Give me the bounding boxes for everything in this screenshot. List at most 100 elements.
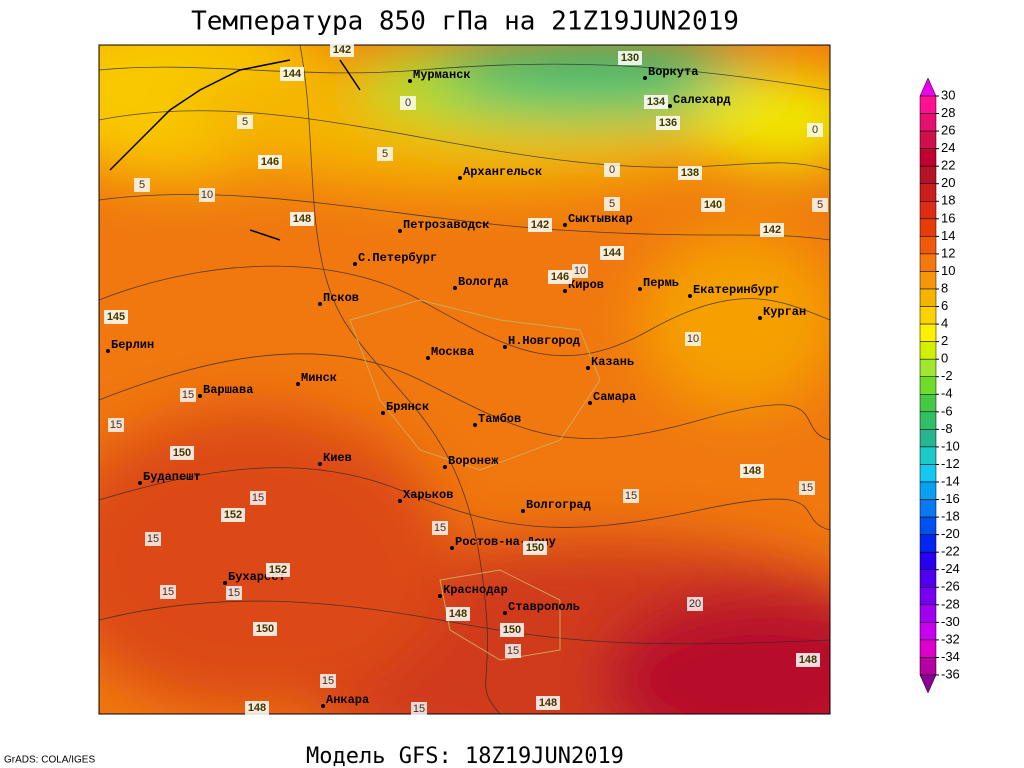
height-label-box (618, 51, 642, 65)
city-dot (353, 262, 357, 266)
colorbar-label: -28 (941, 596, 960, 611)
colorbar-box (919, 236, 937, 255)
colorbar-label: 2 (941, 333, 948, 348)
city-label: Архангельск (463, 165, 542, 179)
colorbar-label: 14 (941, 228, 955, 243)
height-label: 130 (621, 52, 639, 64)
colorbar-label: -10 (941, 438, 960, 453)
colorbar-label: -12 (941, 456, 960, 471)
colorbar-box (919, 639, 937, 658)
colorbar-box (919, 499, 937, 518)
colorbar-label: -6 (941, 403, 953, 418)
colorbar-label: -16 (941, 491, 960, 506)
temperature-label-box (145, 532, 161, 546)
height-label-box (266, 563, 290, 577)
city-label: Самара (593, 390, 636, 404)
temperature-label-box (687, 597, 703, 611)
temperature-label: 15 (625, 490, 637, 502)
city-dot (758, 316, 762, 320)
height-label-box (600, 246, 624, 260)
temperature-label: 15 (507, 645, 519, 657)
colorbar-box (919, 95, 937, 114)
colorbar-box (919, 165, 937, 184)
height-label: 152 (224, 509, 242, 521)
city-label: Москва (431, 345, 474, 359)
city-label: Волгоград (526, 498, 591, 512)
colorbar-label: 26 (941, 123, 955, 138)
city-label: Варшава (203, 383, 253, 397)
height-label-box (796, 653, 820, 667)
height-label-box (656, 116, 680, 130)
height-label: 144 (283, 68, 302, 80)
subtitle: Модель GFS: 18Z19JUN2019 (306, 744, 624, 768)
title: Температура 850 гПа на 21Z19JUN2019 (191, 7, 739, 37)
city-label: Брянск (386, 400, 429, 414)
colorbar-label: 4 (941, 316, 948, 331)
height-label-box (104, 310, 128, 324)
temperature-label: 15 (322, 675, 334, 687)
height-label: 150 (173, 447, 191, 459)
city-dot (398, 229, 402, 233)
city-label: Вологда (458, 275, 508, 289)
temperature-label: 10 (687, 333, 699, 345)
temperature-label: 5 (382, 148, 388, 160)
height-label: 148 (743, 465, 761, 477)
temperature-label: 5 (242, 116, 248, 128)
height-label: 148 (799, 654, 817, 666)
height-label-box (548, 270, 572, 284)
temperature-label: 5 (139, 179, 145, 191)
temperature-label-box (199, 188, 215, 202)
height-label: 150 (256, 623, 274, 635)
temperature-label-box (108, 418, 124, 432)
height-label-box (760, 223, 784, 237)
colorbar-label: -8 (941, 421, 953, 436)
temperature-label-box (812, 198, 828, 212)
colorbar-box (919, 569, 937, 588)
temperature-label-box (799, 481, 815, 495)
city-dot (688, 294, 692, 298)
colorbar-label: 30 (941, 87, 955, 102)
colorbar-box (919, 657, 937, 676)
temperature-label: 15 (413, 703, 425, 715)
temperature-label: 5 (817, 199, 823, 211)
city-label: Краснодар (443, 583, 508, 597)
credit: GrADS: COLA/IGES (4, 755, 95, 766)
height-label-box (330, 43, 354, 57)
city-dot (450, 546, 454, 550)
city-dot (296, 382, 300, 386)
height-label-box (280, 67, 304, 81)
city-label: Киров (568, 278, 604, 292)
city-label: Берлин (111, 338, 154, 352)
colorbar-label: 10 (941, 263, 955, 278)
height-label: 138 (681, 167, 699, 179)
colorbar-top (919, 77, 937, 97)
city-dot (473, 423, 477, 427)
colorbar-box (919, 130, 937, 149)
temperature-label-box (377, 147, 393, 161)
temperature-label-box (623, 489, 639, 503)
city-dot (586, 366, 590, 370)
city-dot (563, 289, 567, 293)
city-label: Екатеринбург (693, 282, 779, 297)
height-label: 148 (248, 702, 266, 714)
temperature-label-box (180, 388, 196, 402)
height-label: 144 (603, 247, 622, 259)
city-dot (503, 611, 507, 615)
city-dot (138, 481, 142, 485)
height-label: 136 (659, 117, 677, 129)
height-label-box (253, 622, 277, 636)
city-label: Будапешт (143, 470, 201, 484)
temperature-label-box (685, 332, 701, 346)
temperature-label-box (505, 644, 521, 658)
colorbar-label: 16 (941, 210, 955, 225)
height-label-box (740, 464, 764, 478)
temperature-label: 15 (162, 586, 174, 598)
colorbar-box (919, 587, 937, 606)
height-label: 142 (531, 219, 549, 231)
colorbar-box (919, 358, 937, 377)
city-label: Анкара (326, 693, 369, 707)
temperature-label: 15 (434, 522, 446, 534)
colorbar-box (919, 288, 937, 307)
colorbar-label: -14 (941, 473, 960, 488)
